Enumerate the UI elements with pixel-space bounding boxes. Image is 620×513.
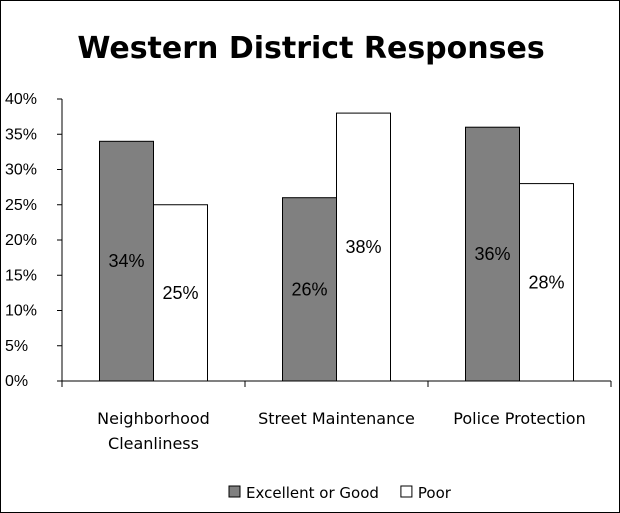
category-label: Neighborhood [97, 409, 210, 428]
data-label: 25% [162, 283, 198, 303]
category-label: Police Protection [453, 409, 585, 428]
y-tick-label: 20% [5, 232, 37, 249]
category-label: Cleanliness [108, 434, 199, 453]
legend-swatch-poor [400, 485, 413, 498]
bar-excellent-or-good [282, 197, 337, 382]
y-tick-label: 40% [5, 91, 37, 108]
y-tick-label: 25% [5, 197, 37, 214]
data-label: 26% [291, 279, 327, 299]
bar-poor [519, 183, 574, 382]
y-tick-label: 30% [5, 162, 37, 179]
chart-title: Western District Responses [77, 31, 544, 66]
plot-area: 0% 5% 10% 15% 20% 25% 30% 35% 40% 34% 26% 36% 25% 38%… [5, 91, 612, 453]
bar-poor [336, 112, 391, 382]
data-label: 36% [474, 244, 510, 264]
legend-label: Excellent or Good [246, 484, 379, 502]
legend-label: Poor [418, 484, 452, 502]
category-label: Street Maintenance [258, 409, 415, 428]
data-label: 34% [108, 251, 144, 271]
legend-swatch-excellent-or-good [228, 485, 241, 498]
y-tick-label: 10% [5, 303, 37, 320]
y-tick-label: 5% [5, 338, 28, 355]
y-tick-label: 35% [5, 126, 37, 143]
y-tick-label: 15% [5, 267, 37, 284]
data-label: 28% [528, 272, 564, 292]
bar-poor [153, 204, 208, 382]
y-tick-label: 0% [5, 373, 28, 390]
data-label: 38% [345, 237, 381, 257]
legend: Excellent or Good Poor [228, 484, 452, 502]
